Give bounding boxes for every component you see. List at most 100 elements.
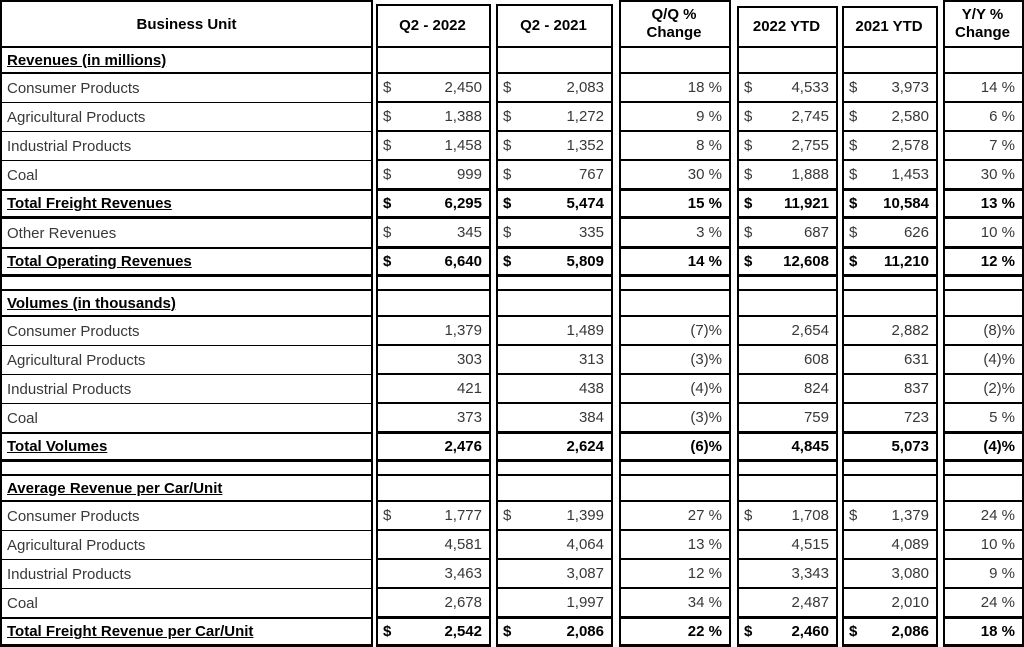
yy-change-cell: 9 %	[943, 560, 1024, 589]
q2-2022-cell: 303	[376, 346, 491, 375]
row-label: Total Volumes	[7, 438, 108, 455]
yy-change-cell: 5 %	[943, 404, 1024, 433]
cell-value: 421	[456, 380, 482, 397]
header-label: Business Unit	[136, 15, 237, 33]
header-label: 2021 YTD	[855, 18, 923, 35]
cell-value: 2,083	[566, 79, 604, 96]
cell-value: 3 %	[696, 224, 722, 241]
row-label: Agricultural Products	[7, 536, 146, 554]
ytd-2022-cell: $1,888	[737, 161, 838, 190]
table-row: Industrial Products 421 438 (4)% 824 837…	[0, 375, 1024, 404]
business-unit-cell: Volumes (in thousands)	[0, 291, 373, 317]
yy-change-cell	[943, 462, 1024, 476]
header-label: Q/Q %	[651, 6, 697, 23]
header-label-line2: Change	[646, 24, 702, 41]
cell-value: 2,624	[566, 438, 604, 455]
currency-symbol: $	[744, 623, 753, 640]
yy-change-cell: (8)%	[943, 317, 1024, 346]
cell-value: 4,533	[791, 79, 829, 96]
section-title: Revenues (in millions)	[7, 51, 167, 69]
currency-symbol: $	[849, 507, 858, 524]
currency-symbol: $	[503, 253, 512, 270]
cell-value: 6,295	[444, 195, 482, 212]
cell-value: 24 %	[980, 594, 1015, 611]
ytd-2021-cell: 3,080	[842, 560, 938, 589]
currency-symbol: $	[744, 195, 753, 212]
header-qq-change: Q/Q % Change	[619, 0, 731, 48]
cell-value: 373	[456, 409, 482, 426]
cell-value: 1,489	[566, 322, 604, 339]
cell-value: 13 %	[687, 536, 722, 553]
cell-value: 2,476	[444, 438, 482, 455]
table-row: Industrial Products $1,458 $1,352 8 % $2…	[0, 132, 1024, 161]
cell-value: 15 %	[687, 195, 722, 212]
currency-symbol: $	[744, 108, 753, 125]
currency-symbol: $	[503, 108, 512, 125]
cell-value: 34 %	[687, 594, 722, 611]
business-unit-cell	[0, 277, 373, 291]
ytd-2021-cell	[842, 48, 938, 74]
ytd-2022-cell: $687	[737, 219, 838, 248]
cell-value: 2,487	[791, 594, 829, 611]
q2-2021-cell: $5,474	[496, 190, 613, 219]
cell-value: 6 %	[989, 108, 1015, 125]
business-unit-cell: Consumer Products	[0, 502, 373, 531]
ytd-2022-cell	[737, 462, 838, 476]
row-label: Total Operating Revenues	[7, 253, 192, 270]
cell-value: 10 %	[980, 536, 1015, 553]
cell-value: (8)%	[983, 322, 1015, 339]
currency-symbol: $	[849, 166, 858, 183]
qq-change-cell: 27 %	[619, 502, 731, 531]
qq-change-cell	[619, 277, 731, 291]
section-title: Average Revenue per Car/Unit	[7, 479, 223, 497]
q2-2022-cell: $1,388	[376, 103, 491, 132]
yy-change-cell: 24 %	[943, 589, 1024, 618]
cell-value: 5,073	[891, 438, 929, 455]
cell-value: 1,888	[791, 166, 829, 183]
total-row: Total Operating Revenues $6,640 $5,809 1…	[0, 248, 1024, 277]
ytd-2022-cell: 608	[737, 346, 838, 375]
qq-change-cell: 3 %	[619, 219, 731, 248]
cell-value: 2,542	[444, 623, 482, 640]
cell-value: 30 %	[687, 166, 722, 183]
total-row: Total Freight Revenue per Car/Unit $2,54…	[0, 618, 1024, 647]
row-label: Total Freight Revenue per Car/Unit	[7, 623, 254, 640]
business-unit-cell: Total Operating Revenues	[0, 248, 373, 277]
cell-value: 1,379	[891, 507, 929, 524]
q2-2022-cell: 2,678	[376, 589, 491, 618]
header-2022-ytd: 2022 YTD	[737, 6, 838, 48]
business-unit-cell: Total Volumes	[0, 433, 373, 462]
row-label: Coal	[7, 166, 38, 184]
q2-2022-cell	[376, 476, 491, 502]
cell-value: 759	[803, 409, 829, 426]
cell-value: 2,578	[891, 137, 929, 154]
q2-2021-cell: $2,083	[496, 74, 613, 103]
currency-symbol: $	[383, 108, 392, 125]
cell-value: 1,997	[566, 594, 604, 611]
cell-value: 2,086	[566, 623, 604, 640]
ytd-2021-cell: 631	[842, 346, 938, 375]
cell-value: 8 %	[696, 137, 722, 154]
q2-2022-cell: $6,640	[376, 248, 491, 277]
currency-symbol: $	[744, 224, 753, 241]
currency-symbol: $	[503, 507, 512, 524]
cell-value: 2,745	[791, 108, 829, 125]
table-row: Coal $999 $767 30 % $1,888 $1,453 30 %	[0, 161, 1024, 190]
cell-value: 1,388	[444, 108, 482, 125]
cell-value: 11,210	[883, 253, 929, 270]
yy-change-cell: (4)%	[943, 433, 1024, 462]
header-label: 2022 YTD	[752, 18, 821, 35]
ytd-2021-cell	[842, 291, 938, 317]
q2-2022-cell: $6,295	[376, 190, 491, 219]
currency-symbol: $	[849, 224, 858, 241]
cell-value: 5,809	[566, 253, 604, 270]
business-unit-cell: Industrial Products	[0, 132, 373, 161]
cell-value: 2,755	[791, 137, 829, 154]
cell-value: (7)%	[690, 322, 722, 339]
currency-symbol: $	[383, 224, 392, 241]
header-label: Q2 - 2022	[399, 17, 466, 34]
cell-value: 1,453	[891, 166, 929, 183]
cell-value: 7 %	[989, 137, 1015, 154]
ytd-2022-cell: 2,487	[737, 589, 838, 618]
yy-change-cell: (2)%	[943, 375, 1024, 404]
